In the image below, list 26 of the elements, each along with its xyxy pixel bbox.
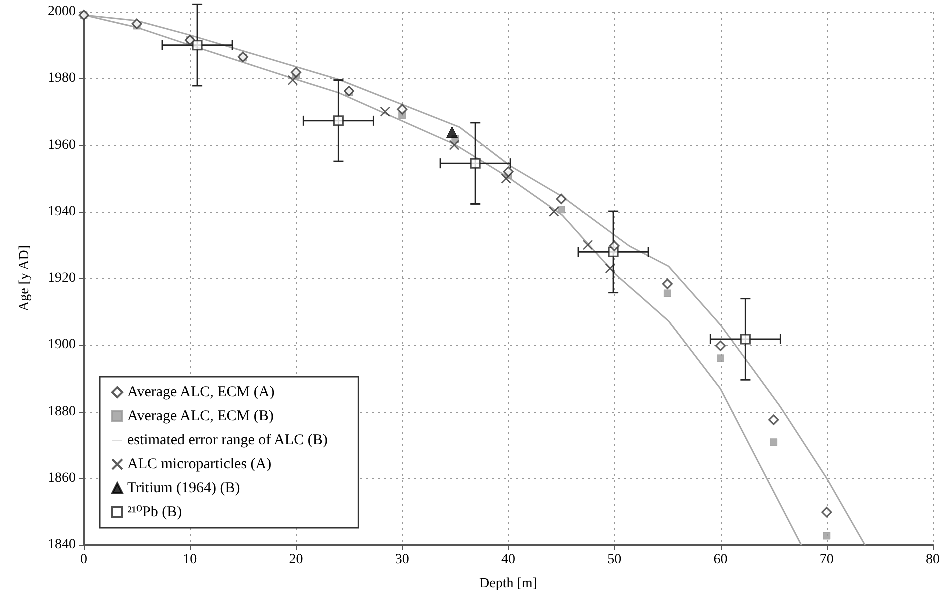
- legend-label: ²¹⁰Pb (B): [128, 504, 182, 520]
- legend-label: estimated error range of ALC (B): [128, 432, 328, 448]
- y-tick-label: 1900: [48, 338, 76, 353]
- y-tick-label: 1840: [48, 538, 76, 552]
- x-tick-label: 80: [926, 552, 940, 568]
- y-tick-label: 1880: [48, 404, 76, 420]
- x-tick-label: 60: [714, 552, 728, 568]
- x-axis-title: Depth [m]: [480, 576, 538, 592]
- y-tick-label: 1940: [48, 204, 76, 220]
- y-axis-title: Age [y AD]: [18, 245, 32, 312]
- x-tick-label: 50: [608, 552, 622, 568]
- legend-label: Average ALC, ECM (B): [128, 408, 274, 424]
- x-tick-label: 70: [820, 552, 834, 568]
- y-tick-label: 2000: [48, 4, 76, 20]
- y-tick-label: 1980: [48, 71, 76, 86]
- y-tick-label: 1860: [48, 470, 76, 486]
- legend-label: Tritium (1964) (B): [128, 480, 240, 496]
- legend-label: Average ALC, ECM (A): [128, 384, 275, 400]
- x-tick-label: 10: [183, 552, 198, 568]
- x-tick-label: 30: [395, 552, 410, 568]
- y-tick-label: 1920: [48, 271, 76, 286]
- x-tick-label: 40: [502, 552, 516, 568]
- x-tick-label: 20: [289, 552, 304, 568]
- y-tick-label: 1960: [48, 138, 76, 153]
- legend-label: ALC microparticles (A): [128, 456, 272, 472]
- x-tick-label: 0: [80, 552, 88, 568]
